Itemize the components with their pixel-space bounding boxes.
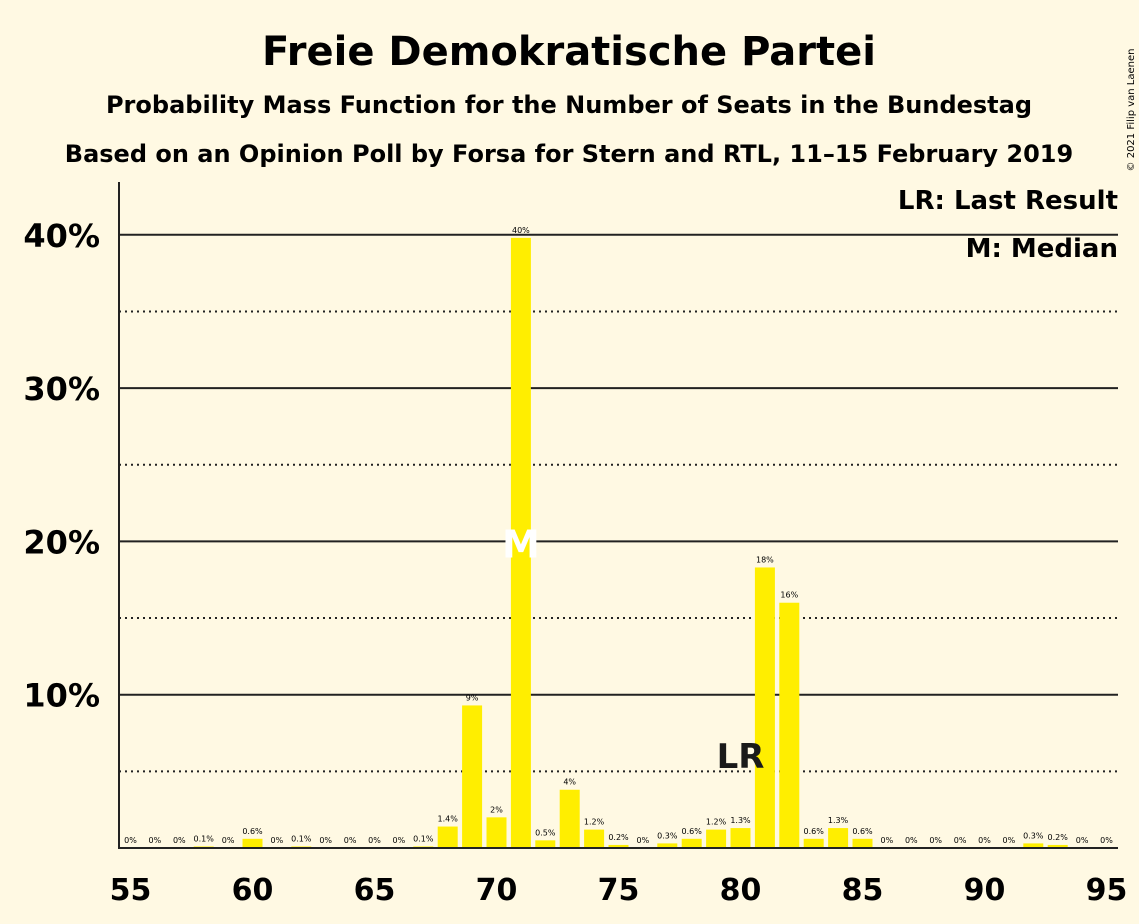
bar xyxy=(1023,843,1044,848)
bar xyxy=(584,829,605,848)
data-label: 0.2% xyxy=(608,833,629,842)
data-label: 0% xyxy=(368,836,381,845)
x-tick-label: 55 xyxy=(110,873,152,908)
data-label: 0% xyxy=(978,836,991,845)
data-label: 1.3% xyxy=(730,816,751,825)
y-tick-label: 40% xyxy=(23,217,100,255)
chart-title: Freie Demokratische Partei xyxy=(262,29,876,75)
x-tick-label: 75 xyxy=(598,873,640,908)
data-label: 0.1% xyxy=(194,834,215,843)
bar xyxy=(730,828,751,848)
data-label: 0% xyxy=(881,836,894,845)
data-label: 4% xyxy=(563,778,576,787)
data-label: 0% xyxy=(344,836,357,845)
data-label: 0% xyxy=(319,836,332,845)
bar xyxy=(657,843,678,848)
x-tick-label: 85 xyxy=(842,873,884,908)
data-label: 0% xyxy=(124,836,137,845)
chart-subtitle: Probability Mass Function for the Number… xyxy=(106,91,1032,119)
data-label: 1.2% xyxy=(706,818,727,827)
data-label: 0.3% xyxy=(1023,831,1044,840)
bar xyxy=(486,817,507,848)
bar xyxy=(681,838,702,848)
bar xyxy=(803,838,824,848)
x-tick-label: 80 xyxy=(720,873,762,908)
data-label: 0.3% xyxy=(657,831,678,840)
x-tick-label: 60 xyxy=(232,873,274,908)
data-label: 16% xyxy=(780,591,798,600)
bar xyxy=(754,567,775,848)
y-tick-label: 30% xyxy=(23,370,100,408)
y-tick-label: 10% xyxy=(23,677,100,715)
data-label: 0% xyxy=(929,836,942,845)
x-tick-label: 65 xyxy=(354,873,396,908)
data-label: 0% xyxy=(905,836,918,845)
x-tick-label: 95 xyxy=(1086,873,1128,908)
data-label: 0.6% xyxy=(242,827,263,836)
bar xyxy=(828,828,849,848)
bar xyxy=(462,705,483,848)
bar xyxy=(779,602,800,848)
data-label: 0.5% xyxy=(535,828,556,837)
data-label: 1.2% xyxy=(584,818,605,827)
bar xyxy=(559,789,580,848)
data-label: 0.1% xyxy=(413,834,434,843)
legend-last-result: LR: Last Result xyxy=(898,186,1118,216)
data-label: 0% xyxy=(271,836,284,845)
chart-subtitle-source: Based on an Opinion Poll by Forsa for St… xyxy=(65,140,1073,168)
bar xyxy=(437,826,458,848)
bar xyxy=(706,829,727,848)
data-label: 18% xyxy=(756,555,774,564)
copyright-notice: © 2021 Filip van Laenen xyxy=(1126,49,1137,172)
axes: 10% 20% 30% 40% 55 60 65 70 75 80 85 90 95 xyxy=(23,182,1127,908)
data-label: 0% xyxy=(1076,836,1089,845)
median-marker: M xyxy=(502,522,540,566)
bar xyxy=(535,840,556,848)
data-label: 0% xyxy=(149,836,162,845)
bar xyxy=(510,237,531,849)
data-label: 40% xyxy=(512,226,530,235)
data-label: 0% xyxy=(637,836,650,845)
bar xyxy=(852,838,873,848)
grid-lines xyxy=(119,233,1118,773)
data-labels: 0% 0% 0% 0.1% 0% 0.6% 0% 0.1% 0% 0% 0% 0% 0.1% 1.4% 9%… xyxy=(124,226,1113,845)
markers: M LR xyxy=(502,522,764,777)
data-label: 0% xyxy=(222,836,235,845)
data-label: 0.2% xyxy=(1048,833,1069,842)
data-label: 1.4% xyxy=(438,815,459,824)
data-label: 0% xyxy=(1100,836,1113,845)
bar xyxy=(608,844,629,848)
legend-median: M: Median xyxy=(966,234,1118,264)
data-label: 1.3% xyxy=(828,816,849,825)
y-tick-label: 20% xyxy=(23,523,100,561)
data-label: 0.6% xyxy=(852,827,873,836)
data-label: 0.6% xyxy=(682,827,703,836)
data-label: 0% xyxy=(393,836,406,845)
last-result-marker: LR xyxy=(717,737,765,777)
data-label: 0.1% xyxy=(291,834,312,843)
x-tick-label: 70 xyxy=(476,873,518,908)
bar xyxy=(1047,844,1068,848)
data-label: 0% xyxy=(1003,836,1016,845)
data-label: 0.6% xyxy=(804,827,825,836)
bar xyxy=(242,838,263,848)
data-label: 9% xyxy=(466,693,479,702)
bars xyxy=(193,237,1068,849)
data-label: 0% xyxy=(954,836,967,845)
x-tick-label: 90 xyxy=(964,873,1006,908)
data-label: 0% xyxy=(173,836,186,845)
data-label: 2% xyxy=(490,805,503,814)
